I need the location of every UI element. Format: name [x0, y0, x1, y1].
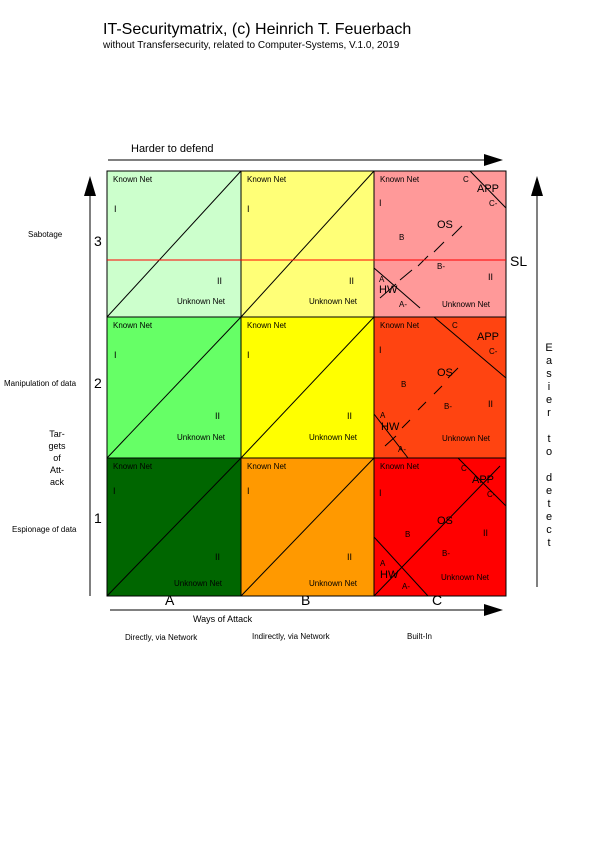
- row-level-3: 3: [94, 233, 102, 249]
- zone-ii-label: II: [215, 552, 221, 562]
- known-net-label: Known Net: [113, 462, 153, 471]
- top-arrow: [108, 154, 503, 166]
- zone-ii-label: II: [488, 399, 494, 409]
- easier-to-detect-label: E a s i e r t o d e t e c t: [545, 342, 553, 549]
- column-label-a: Directly, via Network: [125, 633, 198, 642]
- b-label: B: [401, 380, 407, 389]
- page-subtitle: without Transfersecurity, related to Com…: [103, 40, 400, 51]
- known-net-label: Known Net: [380, 175, 420, 184]
- c-minus-label: C-: [487, 490, 496, 499]
- known-net-label: Known Net: [113, 175, 153, 184]
- zone-ii-label: II: [215, 411, 221, 421]
- hw-label: HW: [380, 569, 399, 581]
- right-arrow: [531, 176, 543, 587]
- known-net-label: Known Net: [247, 321, 287, 330]
- app-label: APP: [477, 331, 500, 343]
- a-label: A: [379, 275, 385, 284]
- known-net-label: Known Net: [113, 321, 153, 330]
- grid-lines: [106, 170, 507, 597]
- zone-i-label: I: [247, 486, 250, 496]
- targets-of-attack-label: Tar- gets of Att- ack: [48, 429, 66, 487]
- zone-i-label: I: [113, 486, 116, 496]
- hw-label: HW: [381, 421, 400, 433]
- zone-ii-label: II: [483, 528, 489, 538]
- unknown-net-label: Unknown Net: [309, 433, 358, 442]
- unknown-net-label: Unknown Net: [309, 579, 358, 588]
- unknown-net-label: Unknown Net: [442, 434, 491, 443]
- zone-i-label: I: [379, 345, 382, 355]
- row-level-2: 2: [94, 375, 102, 391]
- a-label: A: [380, 411, 386, 420]
- c-minus-label: C-: [489, 347, 498, 356]
- hw-label: HW: [379, 284, 398, 296]
- cell-diagonals: [106, 170, 375, 597]
- unknown-net-label: Unknown Net: [309, 297, 358, 306]
- unknown-net-label: Unknown Net: [177, 297, 226, 306]
- left-arrow: [84, 176, 96, 596]
- b-label: B: [399, 233, 405, 242]
- column-label-c: Built-In: [407, 632, 432, 641]
- a-label: A: [380, 559, 386, 568]
- row-label-sabotage: Sabotage: [28, 230, 63, 239]
- c-minus-label: C-: [489, 199, 498, 208]
- unknown-net-label: Unknown Net: [177, 433, 226, 442]
- harder-to-defend-label: Harder to defend: [131, 143, 214, 155]
- known-net-label: Known Net: [380, 321, 420, 330]
- known-net-label: Known Net: [247, 175, 287, 184]
- zone-i-label: I: [247, 204, 250, 214]
- a-minus-label: A-: [398, 445, 406, 454]
- zone-ii-label: II: [347, 552, 353, 562]
- zone-ii-label: II: [347, 411, 353, 421]
- os-label: OS: [437, 367, 453, 379]
- zone-i-label: I: [114, 204, 117, 214]
- os-label: OS: [437, 515, 453, 527]
- row-level-1: 1: [94, 510, 102, 526]
- zone-i-label: I: [379, 198, 382, 208]
- a-minus-label: A-: [402, 582, 410, 591]
- unknown-net-label: Unknown Net: [441, 573, 490, 582]
- zone-i-label: I: [379, 488, 382, 498]
- b-label: B: [405, 530, 411, 539]
- sl-label: SL: [510, 253, 528, 269]
- zone-ii-label: II: [349, 276, 355, 286]
- c-label: C: [452, 321, 458, 330]
- bottom-arrow: [110, 604, 503, 616]
- column-letter-b: B: [301, 592, 311, 608]
- app-label: APP: [472, 474, 495, 486]
- zone-ii-label: II: [488, 272, 494, 282]
- c-label: C: [461, 464, 467, 473]
- app-label: APP: [477, 183, 500, 195]
- row-label-espionage: Espionage of data: [12, 525, 77, 534]
- a-minus-label: A-: [399, 300, 407, 309]
- unknown-net-label: Unknown Net: [442, 300, 491, 309]
- unknown-net-label: Unknown Net: [174, 579, 223, 588]
- column-label-b: Indirectly, via Network: [252, 632, 330, 641]
- known-net-label: Known Net: [380, 462, 420, 471]
- cell-3-c: [374, 171, 506, 317]
- b-minus-label: B-: [444, 402, 452, 411]
- zone-ii-label: II: [217, 276, 223, 286]
- column-letter-a: A: [165, 592, 175, 608]
- zone-i-label: I: [114, 350, 117, 360]
- b-minus-label: B-: [442, 549, 450, 558]
- c-label: C: [463, 175, 469, 184]
- os-label: OS: [437, 219, 453, 231]
- page-title: IT-Securitymatrix, (c) Heinrich T. Feuer…: [103, 21, 412, 38]
- known-net-label: Known Net: [247, 462, 287, 471]
- ways-of-attack-label: Ways of Attack: [193, 614, 253, 624]
- column-letter-c: C: [432, 592, 443, 608]
- b-minus-label: B-: [437, 262, 445, 271]
- c-column-lines: [373, 170, 507, 597]
- row-label-manipulation: Manipulation of data: [4, 379, 77, 388]
- zone-i-label: I: [247, 350, 250, 360]
